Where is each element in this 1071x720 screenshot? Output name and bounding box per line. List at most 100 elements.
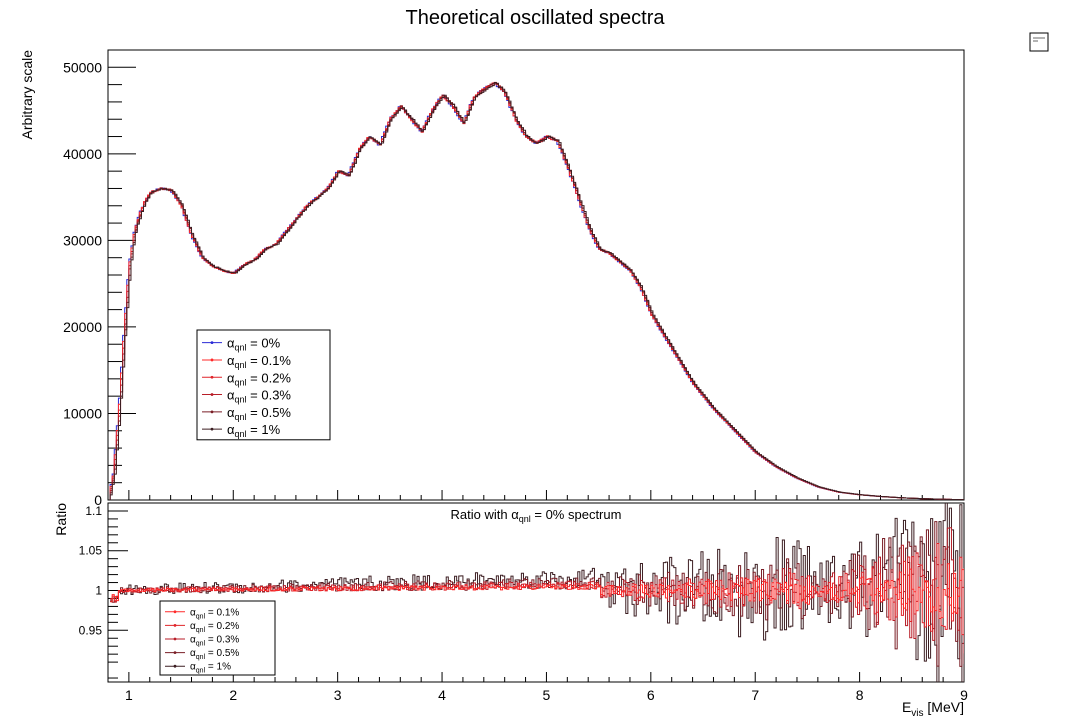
x-tick-label: 1: [125, 687, 133, 703]
legend-entry: αqnl = 0.2%: [190, 621, 239, 634]
legend-entry-symbol: α: [190, 607, 196, 618]
legend-marker: [173, 624, 177, 627]
x-tick-label: 5: [543, 687, 551, 703]
legend-entry-sub: qnl: [196, 668, 206, 675]
legend-entry-suffix: = 0%: [247, 336, 281, 351]
legend-entry: αqnl = 0.5%: [190, 648, 239, 661]
legend-marker: [210, 393, 214, 396]
ratio-annotation-prefix: Ratio with α: [451, 507, 520, 522]
legend-entry-sub: qnl: [235, 377, 247, 387]
legend-entry-symbol: α: [227, 353, 235, 368]
legend-entry-symbol: α: [190, 648, 196, 659]
legend-entry-suffix: = 0.2%: [205, 621, 239, 632]
legend-entry-sub: qnl: [196, 641, 206, 648]
main-series-line: [109, 82, 964, 500]
legend-box: [196, 329, 331, 441]
ratio-annotation: Ratio with αqnl = 0% spectrum: [451, 507, 622, 524]
legend-entry-symbol: α: [227, 422, 235, 437]
main-y-tick-label: 0: [94, 492, 102, 508]
x-axis-label-sub: vis: [911, 708, 923, 719]
legend-marker: [210, 358, 214, 362]
legend-entry-sub: qnl: [196, 627, 206, 634]
ratio-x-axis: 1 2 3 4 5 6 7 8 9: [125, 672, 968, 703]
x-axis-label-unit: [MeV]: [924, 699, 964, 715]
legend-entry-sub: qnl: [196, 613, 206, 620]
ratio-y-tick-label: 1.05: [79, 544, 103, 558]
legend-entry-sub: qnl: [235, 360, 247, 370]
legend-marker: [210, 375, 214, 379]
ratio-y-axis: 0.95 1 1.05 1.1: [79, 502, 128, 679]
main-y-tick-label: 10000: [63, 405, 102, 421]
legend-entry: αqnl = 0.3%: [190, 635, 239, 648]
ratio-annotation-suffix: = 0% spectrum: [531, 507, 622, 522]
legend-entry: αqnl = 0.2%: [227, 370, 291, 387]
legend-entry-suffix: = 0.5%: [205, 648, 239, 659]
legend-marker: [210, 410, 214, 414]
legend-entry-suffix: = 0.1%: [205, 607, 239, 618]
legend-entry-sub: qnl: [235, 412, 247, 422]
legend-entry-symbol: α: [190, 635, 196, 646]
legend-entry-suffix: = 0.3%: [205, 635, 239, 646]
legend-entry-suffix: = 0.5%: [247, 405, 292, 420]
legend-entry: αqnl = 1%: [190, 662, 231, 675]
ratio-series-group: [110, 503, 964, 682]
x-tick-label: 8: [856, 687, 864, 703]
legend-entry-suffix: = 1%: [205, 662, 231, 673]
ratio-series-line: [110, 521, 964, 667]
legend-entry: αqnl = 0%: [227, 336, 281, 353]
legend-marker: [210, 427, 214, 431]
legend-marker: [173, 637, 177, 641]
legend-marker: [210, 341, 214, 345]
legend-marker: [173, 664, 177, 668]
main-panel: 0 10000 20000 30000 40000 50000 Arbitrary sca…: [19, 49, 965, 508]
y-axis-label: Arbitrary scale: [19, 50, 35, 140]
legend-entry: αqnl = 0.3%: [227, 388, 291, 405]
legend-entry: αqnl = 0.1%: [227, 353, 291, 370]
x-tick-label: 4: [438, 687, 446, 703]
x-tick-label: 2: [229, 687, 237, 703]
canvas-toggle-icon[interactable]: [1029, 32, 1049, 52]
ratio-legend: αqnl = 0.1%αqnl = 0.2%αqnl = 0.3%αqnl = …: [159, 600, 276, 676]
ratio-axis-label: Ratio: [53, 503, 69, 536]
main-y-tick-label: 20000: [63, 319, 102, 335]
legend-entry: αqnl = 0.5%: [227, 405, 291, 422]
ratio-annotation-sub: qnl: [519, 514, 531, 524]
main-y-axis: 0 10000 20000 30000 40000 50000: [63, 49, 136, 508]
main-y-tick-label: 50000: [63, 59, 102, 75]
x-axis-label: Evis [MeV]: [902, 699, 964, 719]
legend-entry-symbol: α: [190, 662, 196, 673]
legend-entry-suffix: = 1%: [247, 422, 281, 437]
legend-entry-sub: qnl: [235, 343, 247, 353]
x-tick-label: 3: [334, 687, 342, 703]
legend-entry-sub: qnl: [235, 395, 247, 405]
legend-entry-suffix: = 0.2%: [247, 370, 292, 385]
legend-entry: αqnl = 0.1%: [190, 607, 239, 620]
legend-entry-sub: qnl: [196, 654, 206, 661]
legend-entry-suffix: = 0.1%: [247, 353, 292, 368]
ratio-y-tick-label: 1.1: [85, 504, 102, 518]
x-tick-label: 7: [751, 687, 759, 703]
main-series-group: [109, 81, 964, 500]
ratio-panel: 0.95 1 1.05 1.1 1 2 3 4 5 6 7 8 9 Ratio Ratio with …: [53, 502, 968, 719]
ratio-series-line: [110, 563, 964, 619]
legend-entry-symbol: α: [227, 388, 235, 403]
ratio-y-tick-label: 0.95: [79, 623, 103, 637]
legend-entry-symbol: α: [227, 405, 235, 420]
main-y-tick-label: 40000: [63, 146, 102, 162]
legend-entry: αqnl = 1%: [227, 422, 281, 439]
legend-entry-suffix: = 0.3%: [247, 388, 292, 403]
legend-entry-symbol: α: [227, 336, 235, 351]
legend-entry-symbol: α: [227, 370, 235, 385]
legend-marker: [173, 610, 177, 614]
legend-entry-sub: qnl: [235, 429, 247, 439]
x-tick-label: 6: [647, 687, 655, 703]
legend-entry-symbol: α: [190, 621, 196, 632]
ratio-y-tick-label: 1: [95, 584, 102, 598]
legend-box: [159, 600, 276, 676]
chart-title: Theoretical oscillated spectra: [405, 7, 665, 29]
legend-marker: [173, 651, 177, 654]
x-tick-label: 9: [960, 687, 968, 703]
main-y-tick-label: 30000: [63, 232, 102, 248]
main-legend: αqnl = 0%αqnl = 0.1%αqnl = 0.2%αqnl = 0.…: [196, 329, 331, 441]
